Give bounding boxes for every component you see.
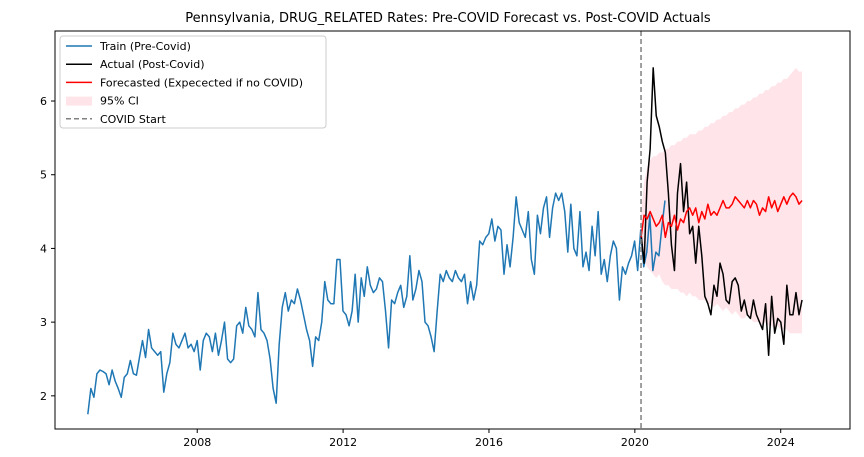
x-tick-label: 2016: [475, 436, 503, 449]
y-tick-label: 4: [40, 242, 47, 255]
ci-band-layer: [641, 67, 803, 334]
y-tick-label: 2: [40, 390, 47, 403]
train-series-line: [87, 192, 666, 415]
forecast-series-line: [640, 192, 803, 239]
x-tick-label: 2012: [329, 436, 357, 449]
legend-swatch-95-ci: [66, 96, 92, 106]
legend-label-95-ci: 95% CI: [100, 95, 139, 108]
y-tick-label: 6: [40, 95, 47, 108]
x-tick-label: 2008: [183, 436, 211, 449]
legend-label-forecasted-expecected-if-no-covid: Forecasted (Expecected if no COVID): [100, 76, 303, 89]
x-axis: 2008 2012 2016 2020 2024: [183, 429, 795, 449]
ci-band-area: [641, 67, 803, 334]
y-axis: 2 3 4 5 6: [40, 95, 55, 403]
y-tick-label: 3: [40, 316, 47, 329]
actual-series-line: [640, 67, 803, 357]
x-tick-label: 2020: [621, 436, 649, 449]
legend: Train (Pre-Covid) Actual (Post-Covid) Fore…: [59, 35, 327, 129]
chart-title: Pennsylvania, DRUG_RELATED Rates: Pre-CO…: [185, 11, 711, 26]
legend-label-covid-start: COVID Start: [100, 113, 166, 126]
series-layer: [87, 67, 803, 415]
legend-box: [59, 35, 327, 129]
y-tick-label: 5: [40, 169, 47, 182]
legend-label-train-pre-covid: Train (Pre-Covid): [99, 40, 191, 53]
x-tick-label: 2024: [767, 436, 795, 449]
plot-border: [54, 30, 851, 430]
legend-label-actual-post-covid: Actual (Post-Covid): [100, 58, 204, 71]
